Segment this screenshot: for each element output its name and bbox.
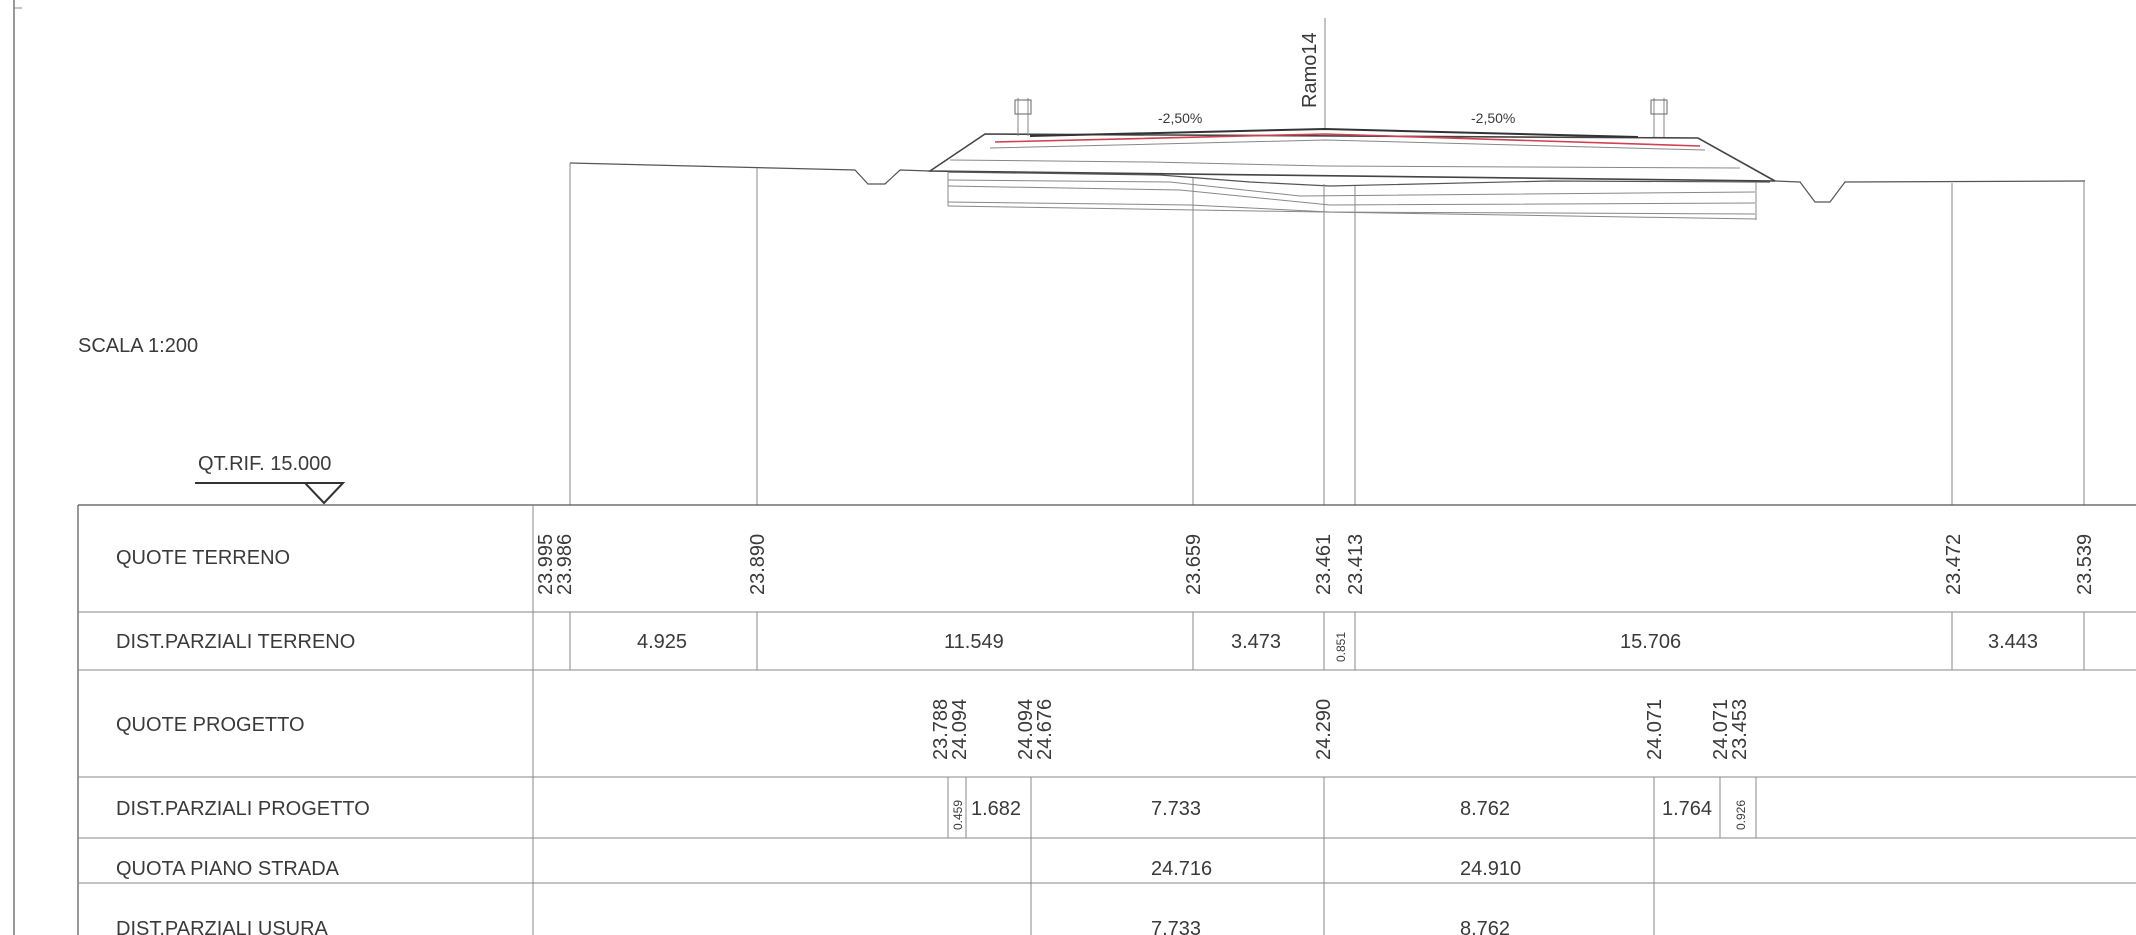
quota-piano-strada-value: 24.910 (1460, 858, 1521, 880)
row-label-quote-progetto: QUOTE PROGETTO (116, 714, 305, 736)
slope-right: -2,50% (1471, 110, 1515, 126)
scale-label: SCALA 1:200 (78, 335, 198, 357)
quote-progetto-value: 24.094 (1015, 699, 1037, 760)
subgrade-line-4 (947, 185, 1756, 206)
embankment-outline (927, 133, 1776, 182)
reference-level-label: QT.RIF. 15.000 (198, 453, 331, 475)
row-label-dist-terreno: DIST.PARZIALI TERRENO (116, 631, 355, 653)
row-label-dist-progetto: DIST.PARZIALI PROGETTO (116, 798, 370, 820)
quote-terreno-value: 23.995 (535, 534, 557, 595)
quote-terreno-value: 23.986 (554, 534, 576, 595)
dist-terreno-value: 3.473 (1231, 631, 1281, 653)
quote-terreno-value: 23.890 (747, 534, 769, 595)
quote-terreno-value: 23.659 (1183, 534, 1205, 595)
dist-usura-value: 8.762 (1460, 918, 1510, 935)
quote-progetto-value: 24.094 (949, 699, 971, 760)
quote-progetto-value: 24.071 (1710, 699, 1732, 760)
quote-progetto-value: 23.788 (930, 699, 952, 760)
slope-left: -2,50% (1158, 110, 1202, 126)
dist-terreno-value: 11.549 (944, 631, 1004, 653)
ground-profile-left (569, 162, 931, 185)
quote-terreno-value: 23.413 (1345, 534, 1367, 595)
quote-progetto-value: 24.676 (1034, 699, 1056, 760)
dist-usura-value: 7.733 (1151, 918, 1201, 935)
reference-level-triangle (302, 482, 346, 505)
row-label-quote-terreno: QUOTE TERRENO (116, 547, 290, 569)
dist-progetto-value: 1.764 (1662, 798, 1712, 820)
quote-terreno-value: 23.461 (1313, 534, 1335, 595)
guardrail-right (1650, 98, 1668, 137)
dist-terreno-value: 4.925 (637, 631, 687, 653)
dist-terreno-value: 3.443 (1988, 631, 2038, 653)
ground-profile-right (1774, 180, 2086, 203)
subgrade-line-6 (947, 205, 1757, 220)
dist-terreno-value: 15.706 (1620, 631, 1681, 653)
subgrade-line-5 (947, 201, 1756, 215)
quote-terreno-value: 23.472 (1943, 534, 1965, 595)
subgrade-line-3 (947, 179, 1756, 197)
dist-progetto-value: 0.459 (951, 800, 965, 830)
dist-terreno-value: 0.851 (1334, 632, 1348, 662)
guardrail-left (1014, 98, 1032, 136)
dist-progetto-value: 8.762 (1460, 798, 1510, 820)
subgrade-line-1 (949, 159, 1741, 169)
quote-progetto-value: 24.290 (1313, 699, 1335, 760)
subgrade-line-2 (947, 171, 1771, 187)
section-name: Ramo14 (1299, 32, 1321, 108)
quota-piano-strada-value: 24.716 (1151, 858, 1212, 880)
pavement-layer-2 (989, 139, 1706, 151)
row-label-dist-usura: DIST.PARZIALI USURA (116, 918, 329, 935)
row-label-quota-piano-strada: QUOTA PIANO STRADA (116, 858, 340, 880)
quote-terreno-value: 23.539 (2074, 534, 2096, 595)
dist-progetto-value: 1.682 (971, 798, 1021, 820)
quote-progetto-value: 24.071 (1644, 699, 1666, 760)
dist-progetto-value: 0.926 (1734, 800, 1748, 830)
quote-progetto-value: 23.453 (1729, 699, 1751, 760)
road-surface (1029, 127, 1639, 138)
dist-progetto-value: 7.733 (1151, 798, 1201, 820)
pavement-layer-red (994, 133, 1701, 147)
